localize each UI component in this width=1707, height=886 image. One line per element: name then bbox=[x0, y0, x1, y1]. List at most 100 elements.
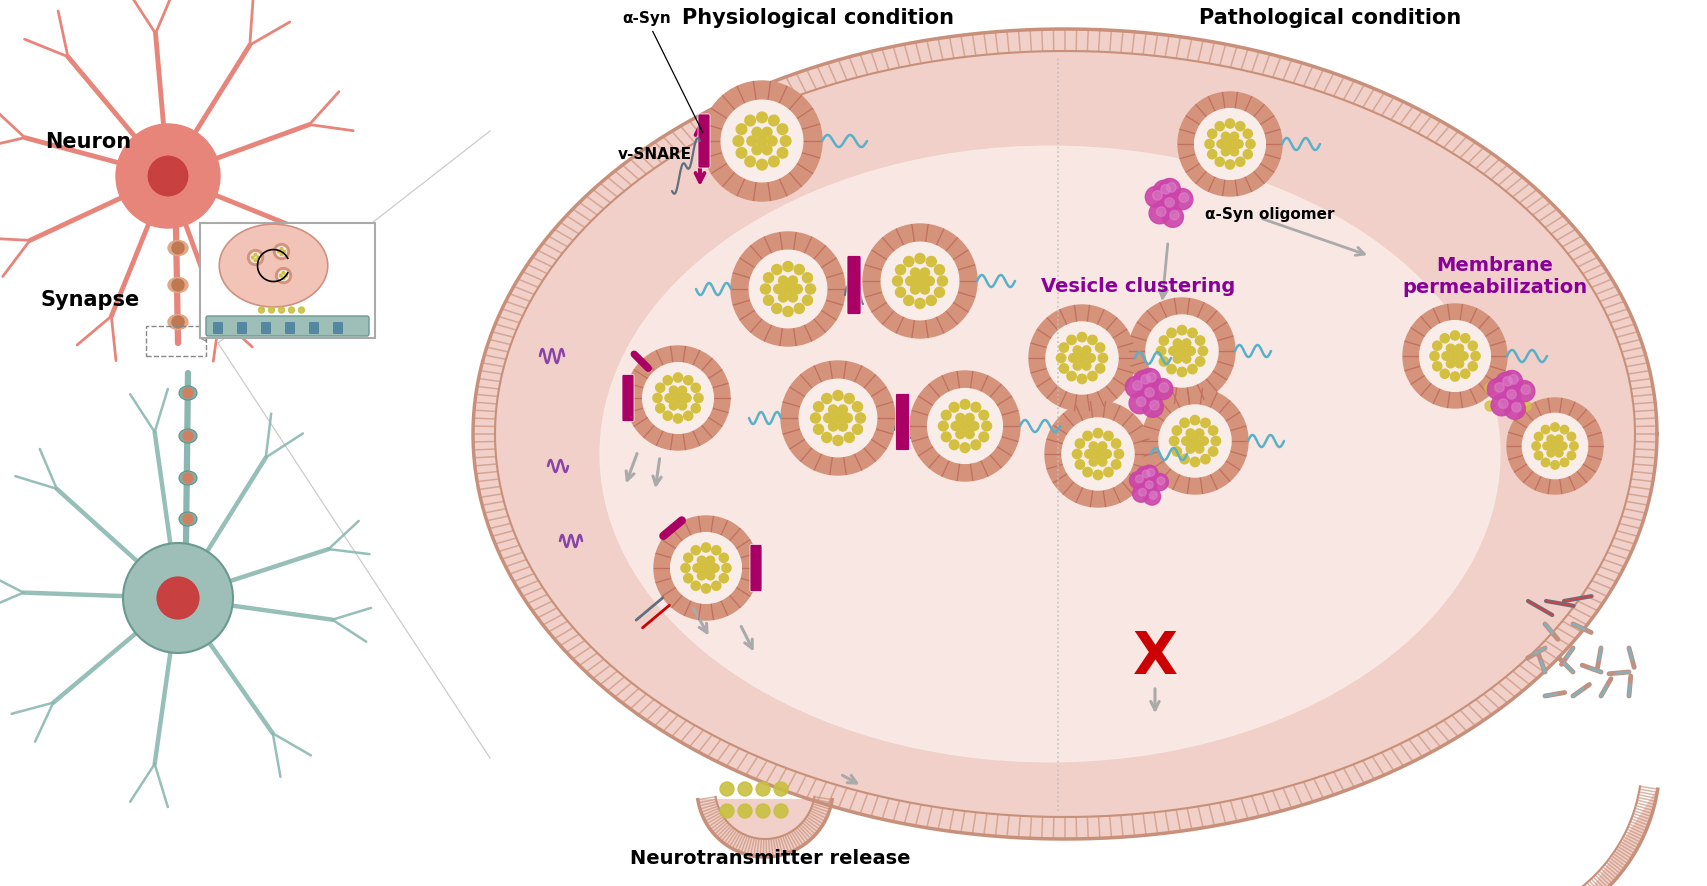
Circle shape bbox=[1178, 92, 1282, 196]
Text: Vesicle clustering: Vesicle clustering bbox=[1041, 276, 1236, 296]
FancyBboxPatch shape bbox=[207, 316, 369, 336]
Circle shape bbox=[288, 307, 295, 313]
Circle shape bbox=[157, 577, 200, 619]
Circle shape bbox=[814, 401, 823, 412]
Circle shape bbox=[685, 411, 693, 420]
Circle shape bbox=[691, 546, 700, 555]
Circle shape bbox=[283, 250, 285, 253]
Circle shape bbox=[927, 295, 935, 306]
Circle shape bbox=[1159, 383, 1169, 392]
Circle shape bbox=[707, 571, 715, 580]
Circle shape bbox=[1468, 361, 1477, 371]
Circle shape bbox=[1209, 426, 1217, 435]
Circle shape bbox=[915, 299, 925, 308]
Circle shape bbox=[964, 430, 975, 439]
Circle shape bbox=[1029, 305, 1135, 411]
FancyBboxPatch shape bbox=[333, 322, 343, 334]
Circle shape bbox=[910, 284, 920, 294]
Circle shape bbox=[1178, 346, 1186, 355]
Circle shape bbox=[1550, 442, 1558, 450]
Circle shape bbox=[1226, 119, 1234, 128]
Circle shape bbox=[1495, 383, 1504, 392]
Circle shape bbox=[1454, 360, 1463, 368]
Circle shape bbox=[903, 256, 913, 267]
Circle shape bbox=[1560, 425, 1569, 434]
Circle shape bbox=[1045, 401, 1151, 507]
Circle shape bbox=[1442, 352, 1451, 361]
Circle shape bbox=[1060, 343, 1069, 353]
Circle shape bbox=[864, 224, 976, 338]
Circle shape bbox=[669, 386, 678, 394]
Circle shape bbox=[737, 782, 753, 796]
Circle shape bbox=[1541, 425, 1550, 434]
Circle shape bbox=[737, 804, 753, 818]
Circle shape bbox=[896, 287, 906, 298]
Circle shape bbox=[838, 405, 847, 415]
Circle shape bbox=[855, 413, 865, 423]
Circle shape bbox=[710, 563, 719, 572]
FancyBboxPatch shape bbox=[261, 322, 271, 334]
Circle shape bbox=[669, 401, 678, 410]
Circle shape bbox=[1451, 352, 1459, 361]
Circle shape bbox=[712, 581, 720, 590]
Circle shape bbox=[1555, 435, 1564, 443]
Circle shape bbox=[1130, 471, 1147, 489]
Circle shape bbox=[1521, 401, 1531, 411]
Circle shape bbox=[683, 393, 691, 402]
Circle shape bbox=[1432, 361, 1442, 371]
Circle shape bbox=[1504, 398, 1526, 419]
Circle shape bbox=[1077, 354, 1087, 362]
Circle shape bbox=[1215, 157, 1224, 167]
Circle shape bbox=[1115, 449, 1123, 459]
Circle shape bbox=[702, 543, 710, 552]
Circle shape bbox=[964, 414, 975, 423]
Circle shape bbox=[1137, 384, 1159, 405]
Circle shape bbox=[1190, 457, 1200, 467]
Circle shape bbox=[927, 389, 1002, 463]
FancyBboxPatch shape bbox=[213, 322, 224, 334]
Circle shape bbox=[915, 276, 925, 286]
Circle shape bbox=[280, 275, 282, 276]
Circle shape bbox=[744, 115, 756, 126]
Circle shape bbox=[1046, 322, 1118, 394]
Circle shape bbox=[1236, 157, 1244, 167]
Circle shape bbox=[1140, 465, 1157, 482]
Circle shape bbox=[1487, 378, 1509, 400]
Circle shape bbox=[1074, 346, 1082, 354]
Circle shape bbox=[1246, 139, 1255, 149]
Circle shape bbox=[978, 432, 988, 442]
FancyBboxPatch shape bbox=[621, 375, 633, 422]
Circle shape bbox=[1180, 193, 1188, 202]
Circle shape bbox=[1067, 371, 1075, 381]
Circle shape bbox=[1558, 442, 1567, 450]
Circle shape bbox=[702, 584, 710, 593]
Circle shape bbox=[773, 782, 789, 796]
Circle shape bbox=[258, 307, 265, 313]
Circle shape bbox=[1147, 373, 1156, 382]
Circle shape bbox=[693, 563, 702, 572]
Circle shape bbox=[756, 112, 768, 122]
Circle shape bbox=[753, 128, 761, 137]
Circle shape bbox=[761, 284, 770, 294]
FancyBboxPatch shape bbox=[896, 393, 910, 450]
Text: Pathological condition: Pathological condition bbox=[1198, 8, 1461, 28]
Circle shape bbox=[1098, 354, 1108, 362]
Circle shape bbox=[1183, 338, 1191, 347]
Circle shape bbox=[1149, 203, 1171, 224]
Text: Synapse: Synapse bbox=[39, 290, 140, 310]
Text: Neurotransmitter release: Neurotransmitter release bbox=[630, 849, 910, 868]
Circle shape bbox=[756, 136, 768, 146]
Circle shape bbox=[1098, 457, 1106, 466]
Circle shape bbox=[768, 156, 778, 167]
Ellipse shape bbox=[179, 512, 196, 526]
Circle shape bbox=[1446, 344, 1454, 353]
Circle shape bbox=[772, 303, 782, 314]
Circle shape bbox=[833, 391, 843, 400]
Circle shape bbox=[814, 424, 823, 434]
Text: v-SNARE: v-SNARE bbox=[618, 146, 691, 161]
Circle shape bbox=[910, 371, 1021, 481]
Circle shape bbox=[1446, 360, 1454, 368]
Circle shape bbox=[1403, 304, 1507, 408]
Circle shape bbox=[1200, 455, 1210, 463]
Circle shape bbox=[1151, 400, 1159, 410]
